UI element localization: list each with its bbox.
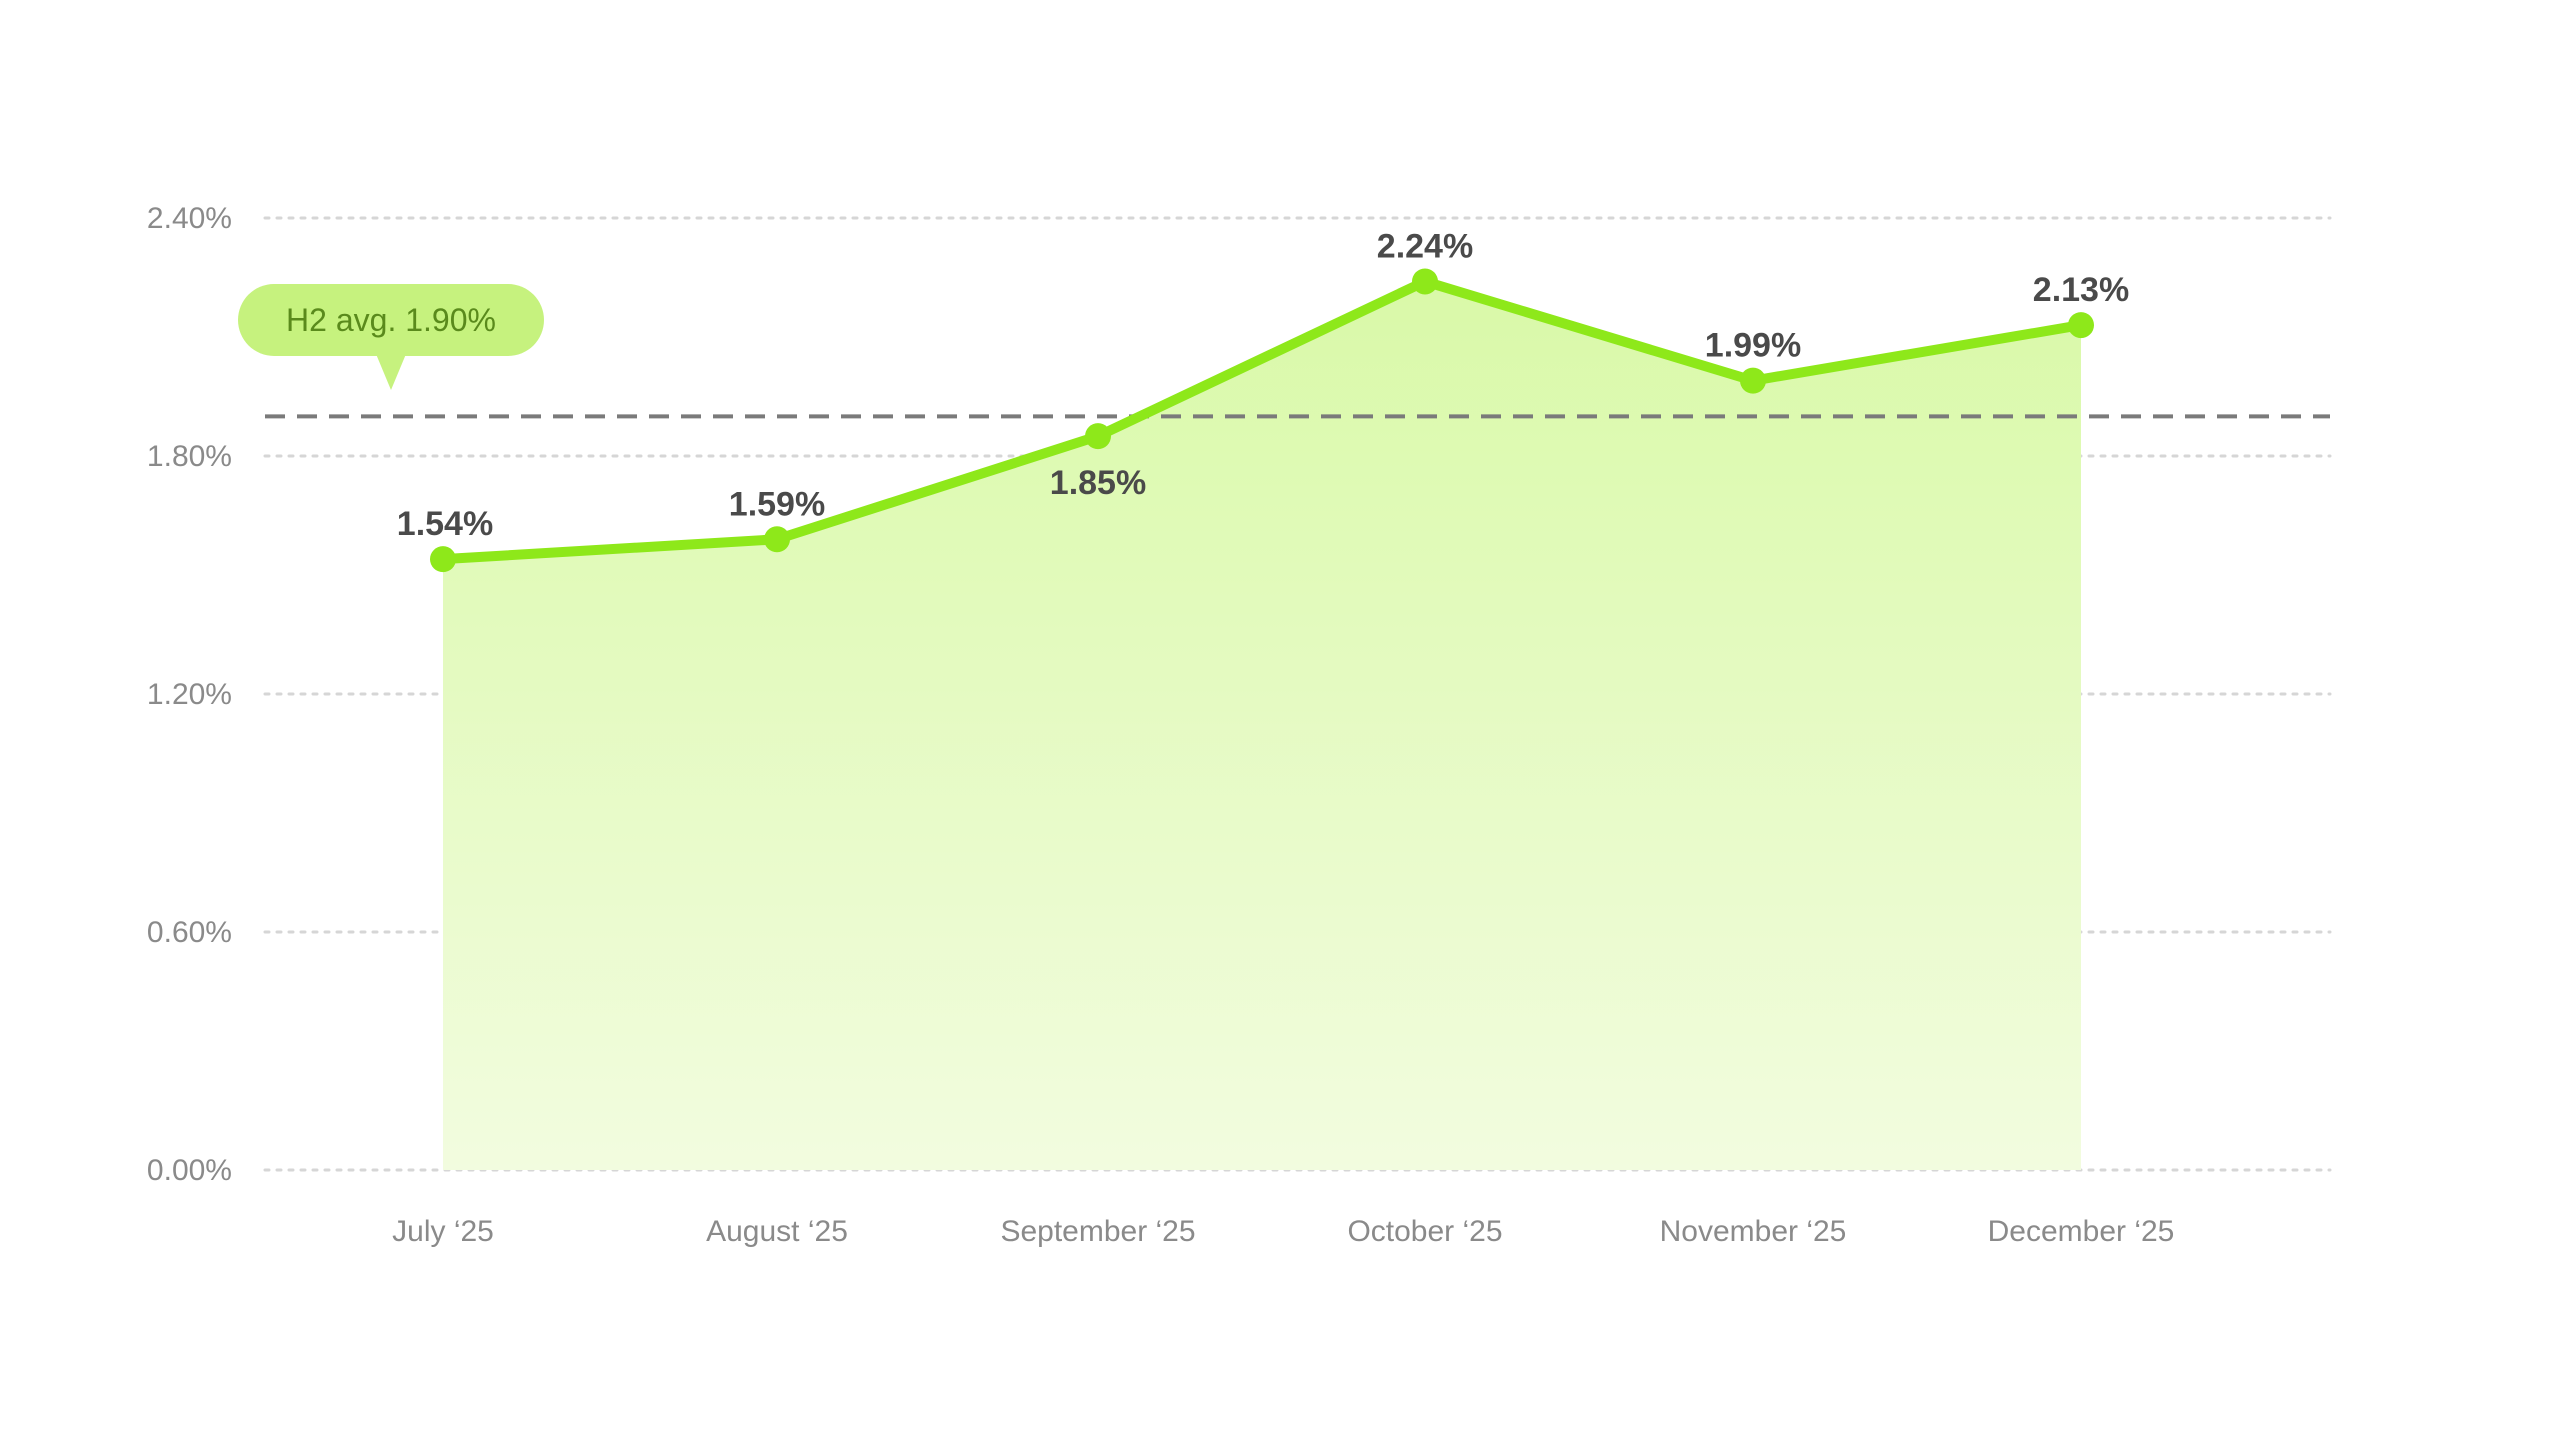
point-layer: [430, 268, 2094, 573]
y-tick-label: 0.00%: [147, 1154, 232, 1187]
x-tick-label: August ‘25: [706, 1215, 848, 1248]
x-tick-label: December ‘25: [1988, 1215, 2175, 1248]
area-fill: [443, 281, 2081, 1170]
callout-layer: H2 avg. 1.90%: [238, 284, 544, 390]
y-tick-label: 0.60%: [147, 916, 232, 949]
label-layer: 1.54% 1.59% 1.85% 2.24% 1.99% 2.13%: [397, 227, 2129, 543]
data-label: 2.13%: [2033, 271, 2129, 309]
series-line: [438, 276, 2086, 565]
data-label: 1.85%: [1050, 464, 1146, 502]
area-layer: [443, 281, 2081, 1170]
y-tick-label: 1.80%: [147, 440, 232, 473]
data-point: [764, 526, 790, 553]
data-label: 1.59%: [729, 485, 825, 523]
data-point: [1740, 367, 1766, 394]
data-label: 2.24%: [1377, 227, 1473, 265]
line-layer: [438, 276, 2086, 565]
average-callout: H2 avg. 1.90%: [238, 284, 544, 390]
x-tick-label: September ‘25: [1000, 1215, 1195, 1248]
data-point: [430, 546, 456, 573]
callout-bubble: [238, 284, 544, 356]
data-label: 1.54%: [397, 505, 493, 543]
data-point: [1412, 268, 1438, 295]
callout-label: H2 avg. 1.90%: [286, 302, 496, 338]
callout-pointer: [376, 354, 406, 390]
x-tick-label: July ‘25: [392, 1215, 494, 1248]
x-tick-label: October ‘25: [1347, 1215, 1502, 1248]
y-tick-label: 1.20%: [147, 678, 232, 711]
data-point: [2068, 312, 2094, 339]
data-point: [1085, 423, 1111, 450]
data-label: 1.99%: [1705, 327, 1801, 365]
y-tick-label: 2.40%: [147, 202, 232, 235]
x-tick-label: November ‘25: [1660, 1215, 1847, 1248]
